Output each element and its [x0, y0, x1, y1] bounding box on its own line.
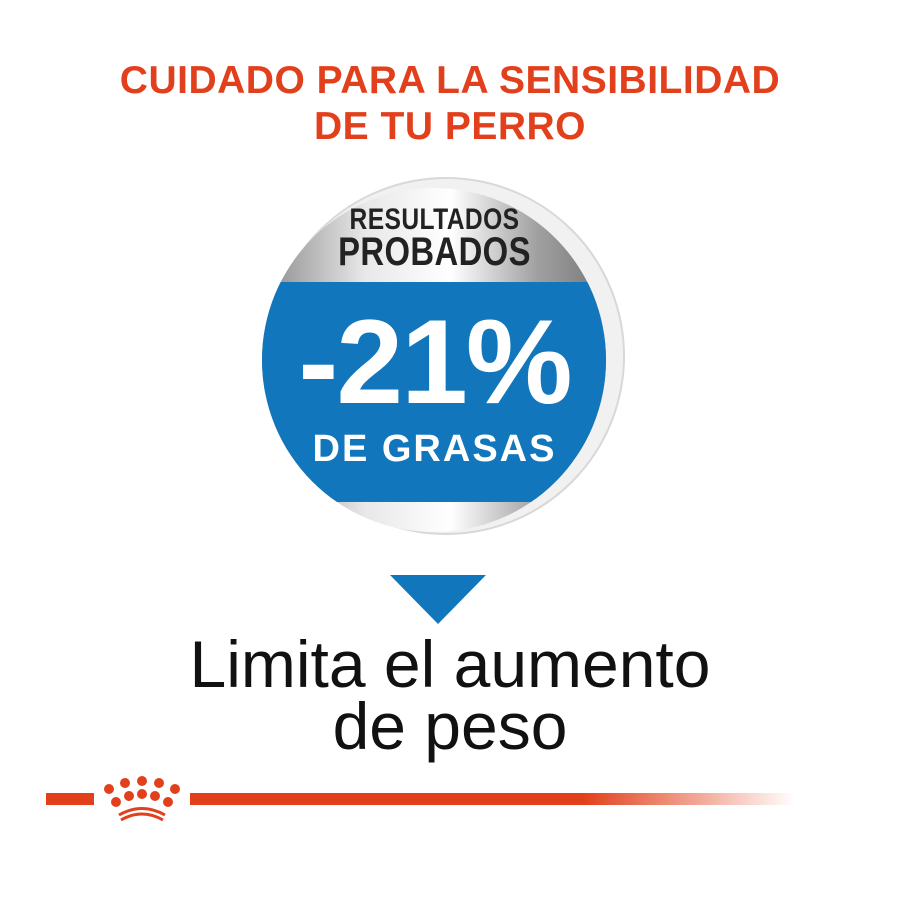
- badge-top-line-1: RESULTADOS: [349, 203, 520, 236]
- crown-icon: [104, 776, 180, 822]
- badge-top-line-2: PROBADOS: [338, 230, 531, 274]
- arrow-down-icon: [390, 575, 486, 624]
- divider-left: [46, 793, 94, 805]
- headline-line-2: DE TU PERRO: [313, 105, 587, 148]
- badge-value: -21%: [298, 295, 572, 429]
- benefit-line-1: Limita el aumento: [189, 627, 711, 701]
- badge-caption: DE GRASAS: [312, 428, 557, 470]
- headline-line-1: CUIDADO PARA LA SENSIBILIDAD: [119, 59, 781, 102]
- badge-blue-band: [262, 282, 606, 502]
- divider-right: [190, 793, 795, 805]
- benefit-line-2: de peso: [332, 689, 568, 763]
